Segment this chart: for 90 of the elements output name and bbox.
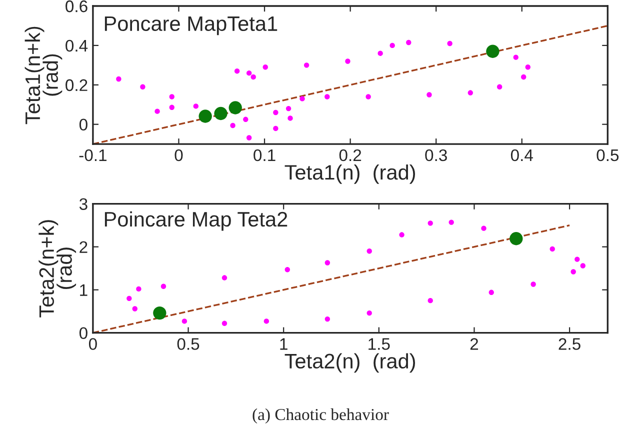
x-tick-label: 1	[280, 338, 288, 350]
point	[570, 269, 576, 274]
point	[580, 263, 586, 268]
point	[574, 256, 580, 262]
point	[284, 267, 290, 272]
chart-title: Poncare MapTeta1	[104, 16, 278, 36]
point	[250, 74, 256, 80]
point	[468, 90, 474, 96]
point	[486, 44, 500, 58]
point	[222, 275, 228, 280]
point	[169, 104, 174, 110]
point	[222, 320, 228, 326]
point	[366, 248, 372, 254]
point	[426, 92, 432, 98]
point	[406, 40, 412, 46]
point	[378, 50, 383, 56]
point	[324, 260, 330, 266]
text: (a) Chaotic behavior	[252, 408, 389, 424]
point	[521, 74, 526, 80]
y-tick-label: 0.6	[66, 0, 88, 12]
x-tick-label: 2.5	[558, 338, 580, 350]
x-tick-label: 0.5	[596, 149, 619, 162]
point	[262, 64, 268, 70]
point	[428, 298, 433, 304]
point	[230, 122, 236, 128]
point	[153, 306, 166, 320]
point	[447, 40, 452, 46]
point	[264, 318, 270, 324]
y-axis-title: Teta2(n+k) (rad)	[38, 220, 76, 318]
point	[182, 318, 188, 324]
point	[496, 84, 502, 90]
point	[304, 62, 310, 68]
x-tick-label: 0	[174, 149, 183, 162]
point	[525, 64, 530, 70]
x-tick-label: 0.5	[177, 338, 200, 350]
x-axis-title: Teta1(n) (rad)	[284, 164, 416, 184]
point	[550, 246, 555, 252]
point	[345, 58, 350, 64]
point	[324, 316, 330, 322]
point	[273, 110, 278, 116]
point	[273, 126, 278, 132]
y-tick-label: 0	[79, 118, 88, 131]
y-tick-label: 0.2	[66, 79, 88, 92]
point	[324, 94, 330, 100]
x-tick-label: 1.5	[368, 338, 390, 350]
y-tick-label: 0	[79, 327, 88, 340]
point	[193, 104, 198, 109]
point	[214, 106, 228, 120]
point	[390, 42, 395, 48]
point	[126, 296, 132, 302]
x-tick-label: 0	[88, 338, 97, 350]
y-tick-label: 3	[79, 198, 88, 210]
x-tick-label: 0.4	[510, 149, 533, 162]
point	[198, 110, 212, 123]
y-axis-title: Teta1(n+k) (rad)	[24, 26, 62, 124]
point	[228, 101, 242, 114]
x-tick-label: 2	[470, 338, 478, 350]
point	[510, 232, 523, 246]
x-tick-label: -0.1	[79, 149, 106, 162]
point	[132, 306, 138, 312]
point	[169, 94, 174, 100]
y-tick-label: 0.4	[66, 40, 88, 52]
chart-title: Poincare Map Teta2	[104, 211, 288, 231]
point	[288, 116, 293, 121]
point	[530, 282, 536, 287]
point	[448, 220, 454, 225]
y-tick-label: 2	[80, 241, 88, 253]
point	[513, 54, 518, 60]
point	[399, 232, 404, 238]
point	[300, 96, 305, 102]
point	[246, 70, 252, 76]
point	[428, 220, 433, 226]
x-tick-label: 0.3	[425, 149, 447, 162]
point	[116, 76, 122, 82]
point	[488, 290, 494, 295]
point	[286, 106, 292, 112]
point	[136, 286, 142, 292]
point	[366, 94, 371, 100]
point	[481, 226, 486, 231]
point	[366, 310, 372, 316]
point	[234, 68, 240, 74]
x-tick-label: 0.1	[254, 149, 276, 162]
x-tick-label: 0.2	[339, 149, 362, 162]
point	[154, 108, 160, 114]
point	[160, 284, 166, 289]
point	[243, 116, 248, 122]
y-tick-label: 1	[80, 284, 88, 296]
point	[246, 135, 252, 140]
point	[140, 84, 146, 90]
x-axis-title: Teta2(n) (rad)	[284, 353, 416, 373]
